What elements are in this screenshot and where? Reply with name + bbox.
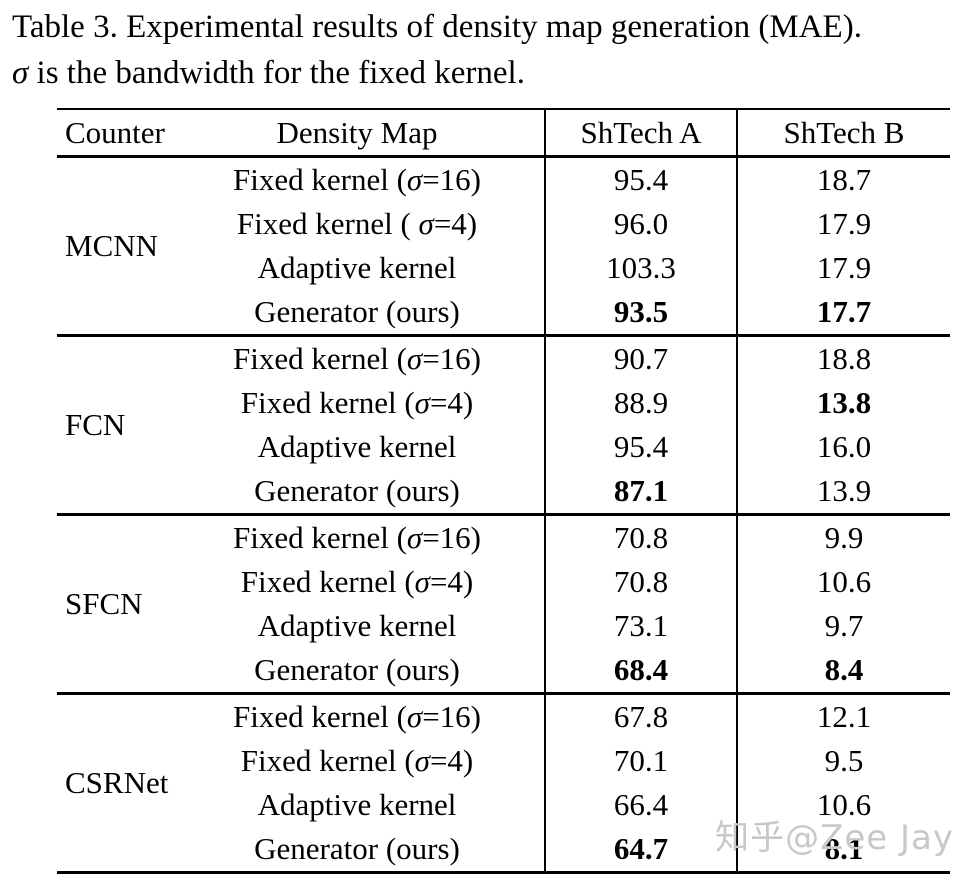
shtech-a-cell: 64.7 [544, 827, 737, 874]
table-row: Fixed kernel (σ=4) 88.9 13.8 [57, 381, 950, 425]
shtech-a-cell: 95.4 [544, 425, 737, 469]
shtech-a-cell: 87.1 [544, 469, 737, 516]
table-row: Adaptive kernel 66.4 10.6 [57, 783, 950, 827]
table-header: Counter Density Map ShTech A ShTech B [57, 108, 950, 158]
shtech-a-cell: 70.8 [544, 560, 737, 604]
column-header-shtech-b: ShTech B [736, 108, 950, 158]
shtech-b-cell: 8.4 [736, 648, 950, 695]
density-map-cell: Fixed kernel (σ=4) [240, 564, 474, 599]
table-caption: Table 3. Experimental results of density… [12, 4, 962, 96]
density-map-cell: Fixed kernel ( σ=4) [236, 206, 478, 241]
shtech-b-cell: 10.6 [736, 560, 950, 604]
results-tbody: MCNN Fixed kernel (σ=16) 95.4 18.7 Fixed ker… [57, 156, 950, 874]
shtech-a-cell: 88.9 [544, 381, 737, 425]
table-row: Generator (ours) 93.5 17.7 [57, 290, 950, 337]
shtech-b-cell: 17.7 [736, 290, 950, 337]
table-row: SFCN Fixed kernel (σ=16) 70.8 9.9 [57, 514, 950, 695]
shtech-a-cell: 73.1 [544, 604, 737, 648]
header-row: Counter Density Map ShTech A ShTech B [57, 108, 950, 158]
table-row: MCNN Fixed kernel (σ=16) 95.4 18.7 [57, 156, 950, 337]
density-map-cell: Fixed kernel (σ=16) [233, 520, 481, 555]
column-header-shtech-a: ShTech A [544, 108, 737, 158]
density-map-cell: Adaptive kernel [257, 608, 457, 643]
shtech-a-cell: 90.7 [544, 335, 737, 381]
shtech-b-cell: 9.9 [736, 514, 950, 560]
table-row: Adaptive kernel 95.4 16.0 [57, 425, 950, 469]
results-table: Counter Density Map ShTech A ShTech B MC… [57, 108, 950, 874]
shtech-a-cell: 68.4 [544, 648, 737, 695]
counter-cell: CSRNet [57, 693, 170, 874]
counter-cell: SFCN [57, 514, 170, 695]
table-row: Fixed kernel ( σ=4) 96.0 17.9 [57, 202, 950, 246]
table-row: Fixed kernel (σ=4) 70.1 9.5 [57, 739, 950, 783]
table-row: Generator (ours) 68.4 8.4 [57, 648, 950, 695]
column-header-counter: Counter [57, 108, 170, 158]
table-row: FCN Fixed kernel (σ=16) 90.7 18.8 [57, 335, 950, 516]
shtech-a-cell: 67.8 [544, 693, 737, 739]
shtech-b-cell: 17.9 [736, 202, 950, 246]
density-map-cell: Fixed kernel (σ=16) [233, 699, 481, 734]
shtech-a-cell: 103.3 [544, 246, 737, 290]
column-header-density-map: Density Map [170, 108, 545, 158]
density-map-cell: Adaptive kernel [257, 250, 457, 285]
density-map-cell: Generator (ours) [170, 290, 545, 337]
counter-cell: FCN [57, 335, 170, 516]
density-map-cell: Adaptive kernel [257, 787, 457, 822]
table-row: Adaptive kernel 103.3 17.9 [57, 246, 950, 290]
counter-cell: MCNN [57, 156, 170, 337]
shtech-b-cell: 12.1 [736, 693, 950, 739]
shtech-a-cell: 96.0 [544, 202, 737, 246]
table-row: Adaptive kernel 73.1 9.7 [57, 604, 950, 648]
shtech-b-cell: 9.5 [736, 739, 950, 783]
table-row: Generator (ours) 87.1 13.9 [57, 469, 950, 516]
shtech-b-cell: 13.8 [736, 381, 950, 425]
shtech-a-cell: 70.8 [544, 514, 737, 560]
shtech-b-cell: 8.1 [736, 827, 950, 874]
shtech-b-cell: 16.0 [736, 425, 950, 469]
shtech-b-cell: 13.9 [736, 469, 950, 516]
table-row: Generator (ours) 64.7 8.1 [57, 827, 950, 874]
shtech-b-cell: 10.6 [736, 783, 950, 827]
shtech-a-cell: 93.5 [544, 290, 737, 337]
caption-line-1: Table 3. Experimental results of density… [12, 9, 862, 45]
shtech-b-cell: 18.7 [736, 156, 950, 202]
caption-line-2: σ is the bandwidth for the fixed kernel. [12, 50, 962, 96]
density-map-cell: Generator (ours) [170, 469, 545, 516]
shtech-a-cell: 70.1 [544, 739, 737, 783]
density-map-cell: Generator (ours) [170, 827, 545, 874]
shtech-b-cell: 9.7 [736, 604, 950, 648]
shtech-b-cell: 17.9 [736, 246, 950, 290]
table-row: CSRNet Fixed kernel (σ=16) 67.8 12.1 [57, 693, 950, 874]
density-map-cell: Fixed kernel (σ=16) [233, 162, 481, 197]
table-row: Fixed kernel (σ=4) 70.8 10.6 [57, 560, 950, 604]
shtech-a-cell: 95.4 [544, 156, 737, 202]
shtech-b-cell: 18.8 [736, 335, 950, 381]
density-map-cell: Fixed kernel (σ=4) [240, 743, 474, 778]
density-map-cell: Generator (ours) [170, 648, 545, 695]
density-map-cell: Fixed kernel (σ=4) [240, 385, 474, 420]
density-map-cell: Adaptive kernel [257, 429, 457, 464]
shtech-a-cell: 66.4 [544, 783, 737, 827]
density-map-cell: Fixed kernel (σ=16) [233, 341, 481, 376]
caption-line-2-text: is the bandwidth for the fixed kernel. [28, 55, 525, 91]
sigma-symbol: σ [12, 55, 29, 91]
